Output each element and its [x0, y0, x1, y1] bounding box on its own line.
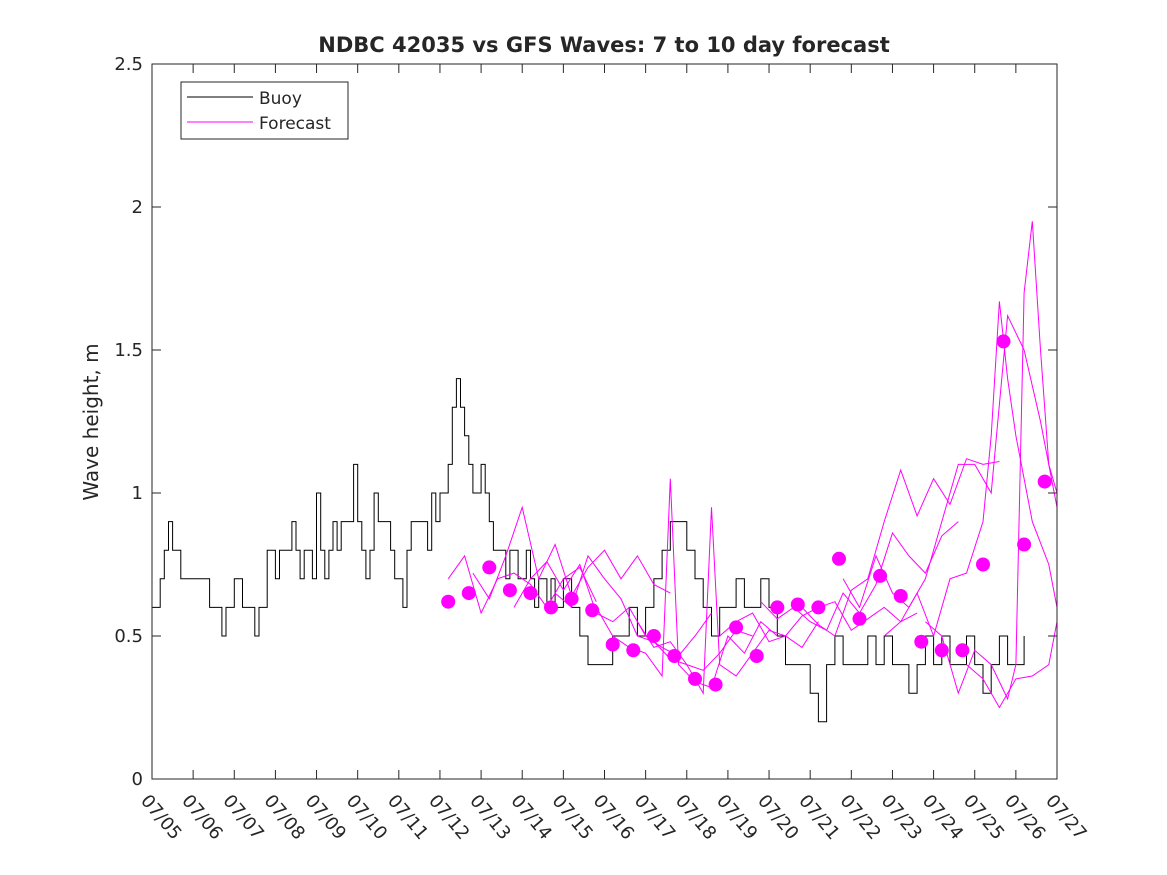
- forecast-marker: [646, 629, 661, 643]
- forecast-marker: [996, 334, 1011, 349]
- forecast-line-1: [447, 554, 597, 615]
- y-tick-label: 2.5: [114, 54, 143, 75]
- y-tick-label: 0.5: [114, 626, 143, 647]
- forecast-marker: [667, 649, 682, 663]
- forecast-marker: [523, 586, 538, 601]
- series-layer: [152, 221, 1058, 723]
- y-tick-label: 1: [132, 483, 143, 504]
- forecast-marker: [955, 643, 970, 658]
- forecast-marker: [585, 603, 600, 618]
- forecast-marker: [893, 589, 908, 603]
- forecast-line-11: [883, 301, 1058, 638]
- forecast-marker: [605, 637, 620, 652]
- legend: Buoy Forecast: [180, 81, 349, 140]
- forecast-marker: [811, 600, 826, 615]
- forecast-line-10: [842, 313, 1058, 609]
- buoy-line: [152, 378, 1025, 723]
- forecast-marker: [708, 677, 723, 692]
- forecast-marker: [832, 551, 846, 566]
- forecast-marker: [564, 591, 579, 606]
- forecast-marker: [482, 560, 497, 575]
- y-tick-label: 2: [132, 197, 143, 218]
- forecast-marker: [934, 643, 949, 658]
- legend-forecast-label: Forecast: [259, 114, 331, 134]
- y-tick-label: 1.5: [114, 340, 143, 361]
- y-tick-label: 0: [132, 769, 143, 790]
- forecast-marker: [914, 634, 929, 649]
- forecast-marker: [441, 594, 456, 609]
- forecast-marker: [502, 583, 517, 598]
- forecast-marker: [544, 600, 558, 615]
- forecast-marker: [729, 620, 744, 635]
- legend-box: [180, 81, 349, 140]
- forecast-line-9: [801, 458, 1000, 637]
- forecast-line-12: [925, 221, 1058, 701]
- forecast-marker: [1017, 537, 1032, 552]
- forecast-line-13: [966, 621, 1058, 709]
- forecast-marker: [790, 597, 805, 612]
- y-axis-label: Wave height, m: [79, 343, 103, 500]
- legend-buoy-label: Buoy: [259, 89, 302, 109]
- forecast-marker: [1037, 474, 1052, 489]
- forecast-marker: [626, 643, 641, 658]
- forecast-marker: [688, 671, 702, 686]
- forecast-marker: [749, 649, 764, 663]
- chart-title: NDBC 42035 vs GFS Waves: 7 to 10 day for…: [318, 33, 889, 57]
- forecast-marker: [873, 568, 888, 583]
- forecast-marker: [976, 557, 990, 572]
- forecast-marker: [461, 586, 476, 601]
- forecast-marker: [770, 600, 785, 615]
- forecast-marker: [852, 611, 867, 626]
